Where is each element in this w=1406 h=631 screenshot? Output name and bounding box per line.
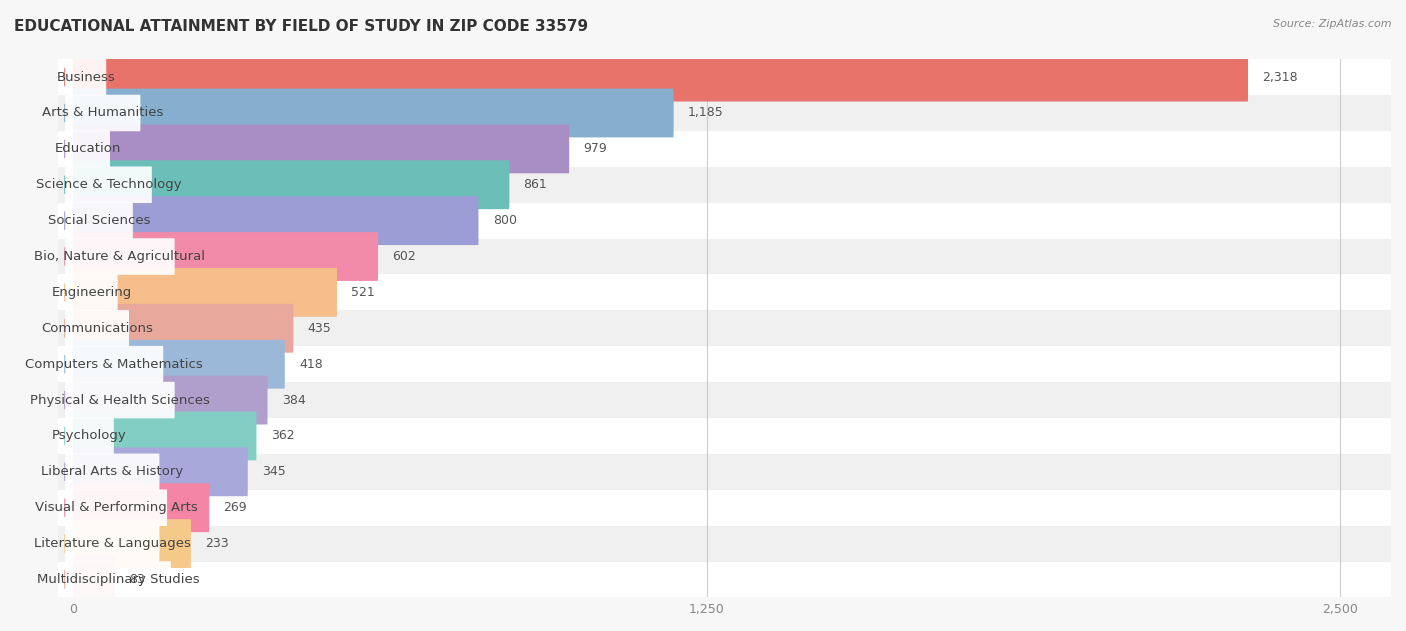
Text: Bio, Nature & Agricultural: Bio, Nature & Agricultural [34, 250, 205, 263]
Text: 1,185: 1,185 [688, 107, 724, 119]
Bar [58, 131, 1391, 167]
Text: 602: 602 [392, 250, 416, 263]
Bar [58, 95, 1391, 131]
Text: Communications: Communications [41, 322, 153, 335]
Bar [58, 382, 1391, 418]
Text: Physical & Health Sciences: Physical & Health Sciences [30, 394, 209, 406]
FancyBboxPatch shape [65, 490, 167, 526]
Bar [58, 167, 1391, 203]
Text: 800: 800 [492, 214, 516, 227]
Text: 979: 979 [583, 143, 607, 155]
Text: Computers & Mathematics: Computers & Mathematics [25, 358, 202, 370]
Bar [58, 490, 1391, 526]
FancyBboxPatch shape [65, 418, 114, 454]
FancyBboxPatch shape [65, 454, 159, 490]
Bar [58, 418, 1391, 454]
FancyBboxPatch shape [73, 555, 115, 604]
FancyBboxPatch shape [65, 526, 159, 562]
Text: 2,318: 2,318 [1263, 71, 1298, 84]
FancyBboxPatch shape [73, 304, 294, 353]
FancyBboxPatch shape [73, 519, 191, 568]
FancyBboxPatch shape [73, 339, 285, 389]
FancyBboxPatch shape [65, 346, 163, 382]
FancyBboxPatch shape [73, 375, 267, 425]
FancyBboxPatch shape [73, 268, 337, 317]
Text: Visual & Performing Arts: Visual & Performing Arts [35, 501, 197, 514]
FancyBboxPatch shape [65, 95, 141, 131]
FancyBboxPatch shape [73, 196, 478, 245]
Text: Multidisciplinary Studies: Multidisciplinary Studies [37, 573, 200, 586]
FancyBboxPatch shape [73, 53, 1249, 102]
Bar [58, 274, 1391, 310]
FancyBboxPatch shape [65, 274, 118, 310]
Text: 861: 861 [523, 179, 547, 191]
FancyBboxPatch shape [65, 310, 129, 346]
Text: 233: 233 [205, 537, 229, 550]
Text: Social Sciences: Social Sciences [48, 214, 150, 227]
Text: Arts & Humanities: Arts & Humanities [42, 107, 163, 119]
Text: Literature & Languages: Literature & Languages [34, 537, 191, 550]
FancyBboxPatch shape [73, 124, 569, 174]
FancyBboxPatch shape [65, 131, 110, 167]
Text: 83: 83 [129, 573, 145, 586]
Text: 269: 269 [224, 501, 247, 514]
FancyBboxPatch shape [73, 483, 209, 532]
FancyBboxPatch shape [65, 239, 174, 275]
Text: Education: Education [55, 143, 121, 155]
Text: 521: 521 [352, 286, 375, 299]
Text: 384: 384 [281, 394, 305, 406]
Bar [58, 203, 1391, 239]
Text: 362: 362 [270, 430, 294, 442]
Bar [58, 310, 1391, 346]
FancyBboxPatch shape [65, 59, 107, 95]
Text: Psychology: Psychology [52, 430, 127, 442]
Bar [58, 526, 1391, 562]
FancyBboxPatch shape [73, 447, 247, 496]
FancyBboxPatch shape [73, 411, 256, 461]
Text: Business: Business [56, 71, 115, 84]
Text: Science & Technology: Science & Technology [35, 179, 181, 191]
FancyBboxPatch shape [73, 232, 378, 281]
Bar [58, 59, 1391, 95]
Text: 345: 345 [262, 465, 285, 478]
Text: Engineering: Engineering [51, 286, 132, 299]
Text: Liberal Arts & History: Liberal Arts & History [41, 465, 183, 478]
Bar [58, 346, 1391, 382]
Text: Source: ZipAtlas.com: Source: ZipAtlas.com [1274, 19, 1392, 29]
Text: 435: 435 [308, 322, 332, 335]
FancyBboxPatch shape [73, 88, 673, 138]
Bar [58, 454, 1391, 490]
FancyBboxPatch shape [65, 382, 174, 418]
Bar [58, 239, 1391, 274]
Bar [58, 562, 1391, 598]
Text: EDUCATIONAL ATTAINMENT BY FIELD OF STUDY IN ZIP CODE 33579: EDUCATIONAL ATTAINMENT BY FIELD OF STUDY… [14, 19, 588, 34]
Text: 418: 418 [299, 358, 323, 370]
FancyBboxPatch shape [65, 203, 132, 239]
FancyBboxPatch shape [65, 561, 172, 598]
FancyBboxPatch shape [73, 160, 509, 209]
FancyBboxPatch shape [65, 167, 152, 203]
